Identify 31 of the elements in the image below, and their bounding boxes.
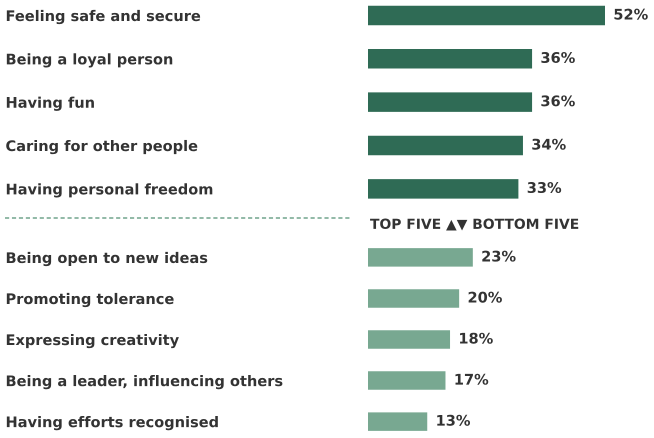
y-tick-label: Having fun	[6, 96, 94, 111]
y-tick-label: Expressing creativity	[6, 334, 179, 348]
bar	[368, 330, 450, 349]
bar	[368, 248, 473, 267]
data-label: 34%	[532, 138, 566, 150]
bar	[368, 136, 523, 156]
y-tick-label: Having efforts recognised	[6, 416, 218, 430]
y-tick-label: Feeling safe and secure	[6, 10, 200, 24]
y-tick-label: Being open to new ideas	[6, 252, 208, 266]
y-tick-label: Being a leader, influencing others	[6, 375, 282, 390]
y-tick-label: Caring for other people	[6, 140, 198, 154]
bar	[368, 371, 446, 390]
text: TOP FIVE ▲▼ BOTTOM FIVE	[370, 218, 578, 231]
bar	[368, 179, 518, 199]
bar	[368, 6, 605, 26]
data-label: 13%	[437, 414, 470, 426]
y-tick-label: Being a loyal person	[6, 53, 172, 68]
data-label: 36%	[541, 52, 575, 64]
bar	[368, 92, 532, 112]
bar	[368, 289, 460, 308]
data-label: 20%	[468, 292, 502, 303]
data-label: 18%	[460, 332, 493, 344]
data-label: 52%	[614, 8, 648, 20]
data-label: 23%	[482, 250, 516, 262]
y-tick-label: Promoting tolerance	[6, 292, 174, 308]
bar	[368, 49, 532, 69]
data-label: 33%	[528, 182, 562, 194]
data-label: 36%	[541, 95, 575, 106]
bar	[368, 412, 428, 431]
y-tick-label: Having personal freedom	[6, 183, 212, 198]
data-label: 17%	[455, 374, 488, 385]
